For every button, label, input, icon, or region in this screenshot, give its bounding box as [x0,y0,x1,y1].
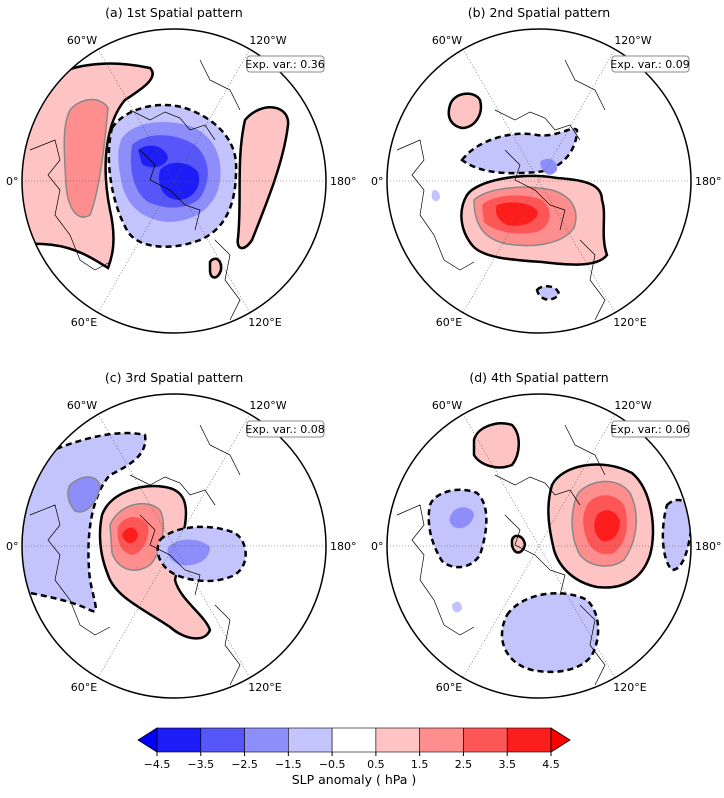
colorbar-tick-label: 1.5 [411,758,429,771]
colorbar-cell [331,727,377,753]
lon-label-60e: 60°E [71,316,97,329]
panel-d: (d) 4th Spatial pattern [362,365,724,725]
anomaly-fields [431,92,609,301]
panel-c: (c) 3rd Spatial pattern 60°W 120°W [0,365,362,725]
exp-var-box [246,55,325,73]
lon-label-120e: 120°E [248,681,281,694]
colorbar-tick-label: 0.5 [367,758,385,771]
polar-map-c: (c) 3rd Spatial pattern 60°W 120°W [6,370,357,699]
panel-a: (a) 1st Spatial pattern [0,0,362,360]
lon-label-120w: 120°W [614,34,651,47]
map-boundary [21,393,327,699]
panel-title: (b) 2nd Spatial pattern [468,5,610,20]
anomaly-fields [22,431,247,640]
lon-label-120e: 120°E [613,316,646,329]
lon-label-60w: 60°W [432,34,462,47]
exp-var-label: Exp. var.: 0.36 [245,58,324,71]
colorbar-cell [419,727,464,753]
colorbar-cell [463,727,508,753]
lon-label-120e: 120°E [248,316,281,329]
colorbar-cell [288,727,333,753]
colorbar-tick-label: −1.5 [275,758,302,771]
polar-map-d: (d) 4th Spatial pattern [371,370,722,699]
panel-title: (a) 1st Spatial pattern [105,5,243,20]
lon-label-120w: 120°W [249,399,286,412]
exp-var-box [611,55,690,73]
colorbar-tick-label: 2.5 [455,758,473,771]
colorbar-cell [200,727,245,753]
coastlines [396,424,606,686]
lon-label-60w: 60°W [67,399,97,412]
colorbar-cell [375,727,420,753]
lon-label-180: 180° [330,175,357,188]
exp-var-box [246,420,325,438]
lon-label-60w: 60°W [67,34,97,47]
exp-var-label: Exp. var.: 0.08 [245,423,324,436]
lon-label-0: 0° [6,540,19,553]
lon-label-120w: 120°W [614,399,651,412]
panel-title: (c) 3rd Spatial pattern [105,370,243,385]
colorbar: −4.5 −3.5 −2.5 −1.5 −0.5 0.5 1.5 2.5 3.5 4.5 SLP … [0,720,724,794]
lon-label-0: 0° [6,175,19,188]
lon-label-120w: 120°W [249,34,286,47]
colorbar-extend-max [550,727,571,753]
polar-map-b: (b) 2nd Spatial pattern 60°W [371,5,722,334]
map-boundary [386,393,692,699]
lon-label-60e: 60°E [436,681,462,694]
lon-label-60e: 60°E [436,316,462,329]
map-boundary [21,28,327,334]
colorbar-cell [506,727,552,753]
lon-label-180: 180° [695,175,722,188]
coastlines [396,59,606,321]
colorbar-extend-min [137,727,158,753]
panel-title: (d) 4th Spatial pattern [469,370,608,385]
lon-label-180: 180° [330,540,357,553]
panel-b: (b) 2nd Spatial pattern 60°W [362,0,724,360]
lon-label-60w: 60°W [432,399,462,412]
colorbar-cell [244,727,289,753]
exp-var-box [611,420,690,438]
lon-label-60e: 60°E [71,681,97,694]
polar-map-a: (a) 1st Spatial pattern [6,5,357,334]
lon-label-0: 0° [371,175,384,188]
lon-label-180: 180° [695,540,722,553]
map-boundary [386,28,692,334]
colorbar-tick-label: −4.5 [144,758,171,771]
colorbar-svg: −4.5 −3.5 −2.5 −1.5 −0.5 0.5 1.5 2.5 3.5 4.5 SLP … [137,727,571,787]
anomaly-fields [22,62,290,279]
coastlines [29,424,241,686]
colorbar-cell [156,727,202,753]
colorbar-label: SLP anomaly ( hPa ) [292,772,417,787]
colorbar-tick-label: 3.5 [498,758,516,771]
exp-var-label: Exp. var.: 0.06 [610,423,689,436]
colorbar-tick-label: −3.5 [187,758,214,771]
colorbar-tick-label: −0.5 [319,758,346,771]
exp-var-label: Exp. var.: 0.09 [610,58,689,71]
lon-label-0: 0° [371,540,384,553]
colorbar-tick-label: −2.5 [231,758,258,771]
anomaly-fields [427,422,691,674]
lon-label-120e: 120°E [613,681,646,694]
colorbar-tick-label: 4.5 [542,758,560,771]
coastlines [29,59,241,321]
